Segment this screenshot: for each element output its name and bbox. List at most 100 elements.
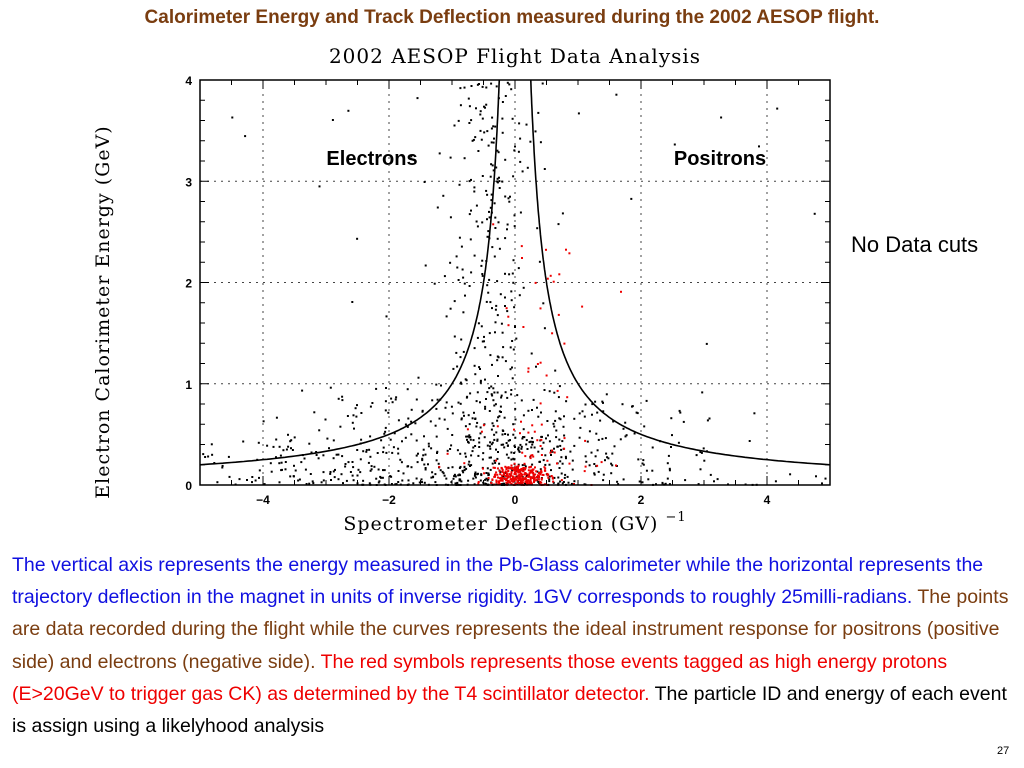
event-point	[460, 338, 463, 341]
event-point	[561, 212, 564, 215]
proton-tagged-point	[540, 423, 543, 426]
proton-tagged-point	[524, 472, 527, 475]
event-point	[513, 149, 516, 152]
event-point	[477, 150, 480, 152]
event-point	[486, 391, 489, 394]
event-point	[487, 478, 490, 481]
event-point	[492, 424, 495, 427]
proton-tagged-point	[600, 461, 603, 464]
proton-tagged-point	[482, 467, 484, 470]
event-point	[573, 417, 576, 420]
event-point	[436, 452, 438, 454]
event-point	[522, 436, 525, 438]
event-point	[334, 468, 336, 471]
event-point	[498, 415, 501, 418]
event-point	[371, 402, 374, 404]
event-point	[416, 97, 419, 100]
event-point	[579, 426, 582, 429]
event-point	[512, 423, 515, 426]
event-point	[494, 403, 497, 406]
proton-tagged-point	[505, 471, 508, 474]
event-point	[251, 481, 253, 484]
event-point	[538, 460, 541, 463]
explanation-segment: The vertical axis represents the energy …	[12, 554, 984, 609]
event-point	[557, 482, 560, 485]
event-point	[699, 468, 702, 471]
event-point	[369, 455, 372, 458]
event-point	[449, 261, 452, 264]
event-point	[424, 467, 427, 469]
event-point	[520, 399, 523, 402]
event-point	[563, 476, 566, 479]
event-point	[485, 300, 488, 303]
event-point	[557, 476, 560, 479]
event-point	[375, 477, 378, 480]
event-point	[591, 413, 593, 416]
event-point	[532, 398, 535, 401]
event-point	[550, 454, 552, 456]
event-point	[344, 463, 347, 465]
event-point	[661, 481, 664, 484]
proton-tagged-point	[546, 474, 549, 477]
event-point	[611, 452, 614, 455]
proton-tagged-point	[521, 476, 524, 479]
event-point	[451, 466, 454, 469]
event-point	[542, 302, 545, 305]
event-point	[332, 439, 335, 442]
event-point	[553, 391, 556, 394]
event-point	[559, 460, 562, 463]
event-point	[417, 376, 420, 379]
proton-tagged-point	[509, 478, 512, 481]
event-point	[254, 479, 257, 482]
event-point	[476, 83, 479, 86]
proton-tagged-point	[505, 307, 508, 310]
event-point	[454, 475, 457, 478]
event-point	[567, 481, 570, 484]
event-point	[397, 447, 400, 450]
event-point	[210, 443, 213, 446]
proton-tagged-point	[510, 472, 513, 475]
proton-tagged-point	[530, 465, 532, 468]
event-point	[330, 479, 332, 481]
event-point	[531, 437, 534, 440]
event-point	[548, 475, 551, 478]
event-point	[518, 294, 521, 297]
event-point	[278, 445, 281, 448]
event-point	[513, 444, 516, 447]
event-point	[452, 367, 455, 370]
event-point	[453, 473, 456, 476]
proton-tagged-point	[529, 477, 532, 480]
event-point	[682, 420, 685, 423]
proton-tagged-point	[535, 470, 538, 473]
event-point	[537, 480, 540, 483]
proton-tagged-point	[505, 468, 508, 470]
proton-tagged-point	[529, 482, 532, 485]
event-point	[548, 480, 551, 483]
x-tick-label: −4	[256, 493, 270, 507]
event-point	[486, 218, 488, 221]
event-point	[484, 478, 487, 481]
proton-tagged-point	[522, 326, 525, 328]
proton-tagged-point	[509, 467, 512, 470]
proton-tagged-point	[516, 479, 519, 482]
event-point	[458, 467, 461, 469]
event-point	[563, 415, 565, 418]
event-point	[488, 456, 491, 459]
proton-tagged-point	[556, 462, 558, 465]
proton-tagged-point	[565, 248, 567, 251]
proton-tagged-point	[523, 473, 526, 476]
event-point	[525, 443, 528, 446]
event-point	[298, 478, 301, 481]
event-point	[281, 468, 283, 471]
proton-tagged-point	[533, 481, 535, 484]
event-point	[457, 474, 460, 477]
event-point	[489, 441, 492, 444]
event-point	[481, 221, 484, 224]
event-point	[493, 391, 496, 394]
event-point	[458, 236, 461, 239]
event-point	[716, 478, 719, 481]
event-point	[289, 475, 292, 478]
event-point	[310, 451, 313, 454]
event-point	[356, 404, 358, 407]
event-point	[345, 479, 348, 482]
